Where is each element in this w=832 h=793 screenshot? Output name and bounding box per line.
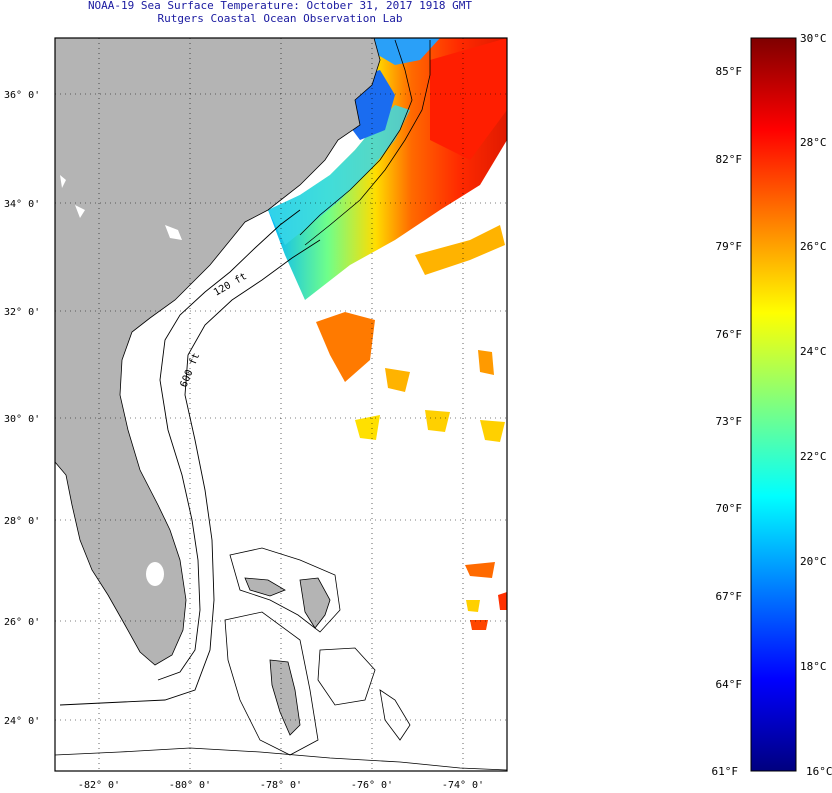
sst-offshore-warm: [430, 38, 507, 160]
contour-cuba-shelf: [55, 747, 507, 771]
lat-tick-label: 30° 0': [4, 414, 40, 425]
colorbar-c-label: 28°C: [800, 136, 827, 149]
longitude-axis: -82° 0' -80° 0' -78° 0' -76° 0' -74° 0': [78, 780, 484, 791]
map-subtitle: Rutgers Coastal Ocean Observation Lab: [157, 12, 403, 25]
contour-600ft: [59, 239, 321, 706]
sst-patch: [466, 600, 480, 612]
sst-patch: [470, 620, 488, 630]
colorbar-f-label: 76°F: [716, 328, 743, 341]
colorbar-c-label: 30°C: [800, 32, 827, 45]
land-bahamas-andros: [269, 659, 301, 736]
lake-okeechobee: [146, 562, 164, 586]
lon-tick-label: -74° 0': [442, 780, 484, 791]
sst-patch: [355, 415, 380, 440]
sst-patch: [415, 225, 505, 275]
contour-120ft: [157, 209, 301, 681]
lat-tick-label: 34° 0': [4, 199, 40, 210]
colorbar-c-label: 26°C: [800, 240, 827, 253]
lon-tick-label: -78° 0': [260, 780, 302, 791]
sst-patch: [465, 562, 495, 578]
lat-tick-label: 28° 0': [4, 516, 40, 527]
lat-tick-label: 36° 0': [4, 90, 40, 101]
colorbar-f-label: 70°F: [716, 502, 743, 515]
colorbar-f-label: 67°F: [716, 590, 743, 603]
lat-tick-label: 24° 0': [4, 716, 40, 727]
contour-shelf-edge: [304, 40, 431, 246]
graticule: [55, 38, 507, 771]
land-bahamas-abaco: [299, 577, 331, 629]
colorbar: [750, 37, 797, 772]
inland-lakes: [60, 175, 182, 240]
colorbar-c-label: 24°C: [800, 345, 827, 358]
latitude-axis: 36° 0' 34° 0' 32° 0' 30° 0' 28° 0' 26° 0…: [4, 90, 40, 727]
colorbar-f-label: 61°F: [712, 765, 739, 778]
colorbar-celsius-labels: 30°C 28°C 26°C 24°C 22°C 20°C 18°C 16°C: [800, 32, 832, 778]
colorbar-c-label: 20°C: [800, 555, 827, 568]
sst-patch: [385, 368, 410, 392]
contour-east-shelf: [299, 39, 413, 236]
colorbar-f-label: 73°F: [716, 415, 743, 428]
colorbar-f-label: 64°F: [716, 678, 743, 691]
colorbar-c-label: 16°C: [806, 765, 832, 778]
lon-tick-label: -76° 0': [351, 780, 393, 791]
map-layers: 120 ft 600 ft: [55, 38, 507, 771]
colorbar-f-label: 85°F: [716, 65, 743, 78]
lon-tick-label: -82° 0': [78, 780, 120, 791]
colorbar-c-label: 18°C: [800, 660, 827, 673]
colorbar-c-label: 22°C: [800, 450, 827, 463]
sst-patch: [480, 420, 505, 442]
colorbar-fahrenheit-labels: 85°F 82°F 79°F 76°F 73°F 70°F 67°F 64°F …: [712, 65, 743, 778]
sst-patch: [498, 592, 507, 610]
colorbar-f-label: 79°F: [716, 240, 743, 253]
sst-sound-cold-2: [374, 38, 440, 65]
sst-patch: [316, 312, 375, 382]
land-bahamas-grand: [244, 577, 286, 597]
sst-coastal-cool-band: [268, 105, 410, 245]
sst-patch: [478, 350, 494, 375]
map-title: NOAA-19 Sea Surface Temperature: October…: [87, 0, 473, 12]
sst-patch: [425, 410, 450, 432]
lon-tick-label: -80° 0': [169, 780, 211, 791]
lat-tick-label: 26° 0': [4, 617, 40, 628]
colorbar-f-label: 82°F: [716, 153, 743, 166]
map-frame: [54, 37, 508, 772]
lat-tick-label: 32° 0': [4, 307, 40, 318]
land-us-mainland: [55, 38, 381, 666]
